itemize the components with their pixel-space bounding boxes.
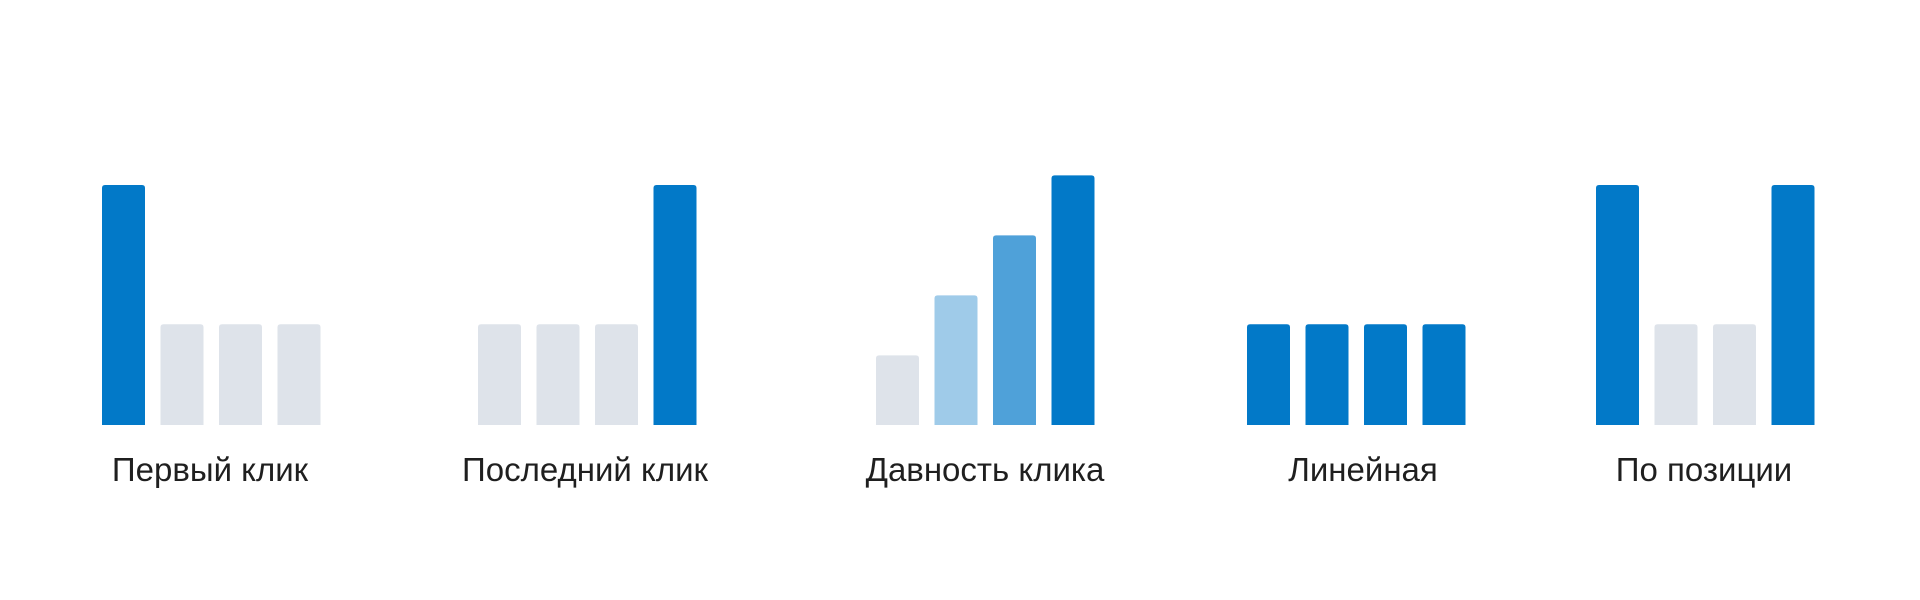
model-group: По позиции	[1596, 185, 1815, 488]
model-group: Последний клик	[462, 185, 709, 488]
bar	[876, 355, 919, 425]
model-label: Последний клик	[462, 451, 708, 488]
bar	[1305, 324, 1349, 425]
bar	[1422, 324, 1466, 425]
bar	[478, 324, 521, 425]
bar	[1051, 175, 1095, 425]
bar	[219, 324, 262, 425]
bar	[102, 185, 145, 425]
bar	[653, 185, 697, 425]
model-group: Линейная	[1247, 324, 1466, 488]
bar	[595, 324, 638, 425]
model-label: Линейная	[1288, 451, 1438, 488]
bar	[1654, 324, 1698, 425]
bar	[536, 324, 580, 425]
bar	[1713, 324, 1756, 425]
bar	[1364, 324, 1407, 425]
bar	[1596, 185, 1639, 425]
bar	[934, 295, 978, 425]
bar	[160, 324, 204, 425]
bar	[277, 324, 321, 425]
bar	[1771, 185, 1815, 425]
model-label: Давность клика	[866, 451, 1105, 488]
bar	[1247, 324, 1290, 425]
model-label: Первый клик	[112, 451, 309, 488]
model-label: По позиции	[1616, 451, 1792, 488]
model-group: Давность клика	[866, 175, 1105, 488]
model-group: Первый клик	[102, 185, 321, 488]
bar	[993, 235, 1036, 425]
